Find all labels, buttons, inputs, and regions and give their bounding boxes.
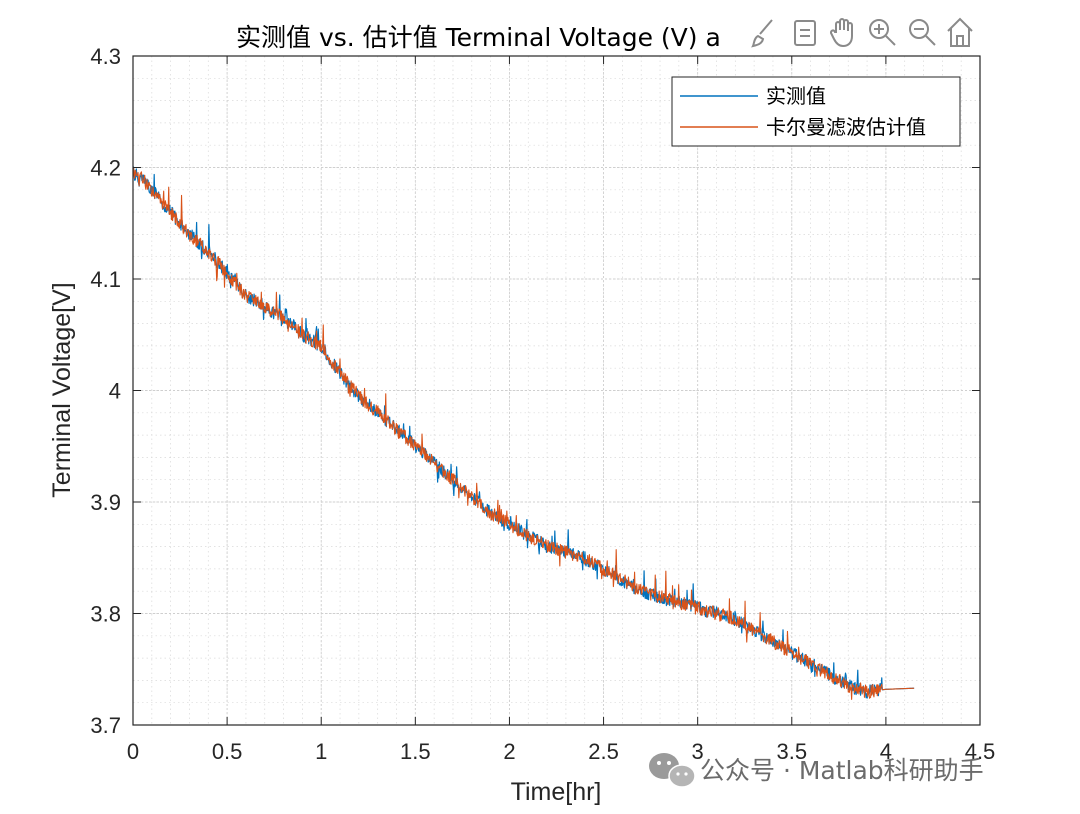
zoom-out-icon[interactable]	[909, 19, 936, 46]
legend-box	[671, 76, 961, 147]
y-tick-label: 4.2	[90, 156, 121, 181]
x-tick-label: 3	[692, 739, 704, 764]
y-tick-label: 4	[109, 379, 121, 404]
y-tick-label: 3.8	[90, 602, 121, 627]
chart-title: 实测值 vs. 估计值 Terminal Voltage (V) a	[236, 23, 721, 52]
watermark: 公众号 · Matlab科研助手	[649, 753, 984, 788]
x-tick-label: 4	[880, 739, 892, 764]
x-tick-label: 2	[503, 739, 515, 764]
x-tick-label: 1.5	[400, 739, 431, 764]
home-icon[interactable]	[947, 17, 973, 47]
y-tick-label: 4.3	[90, 44, 121, 69]
pan-icon[interactable]	[829, 18, 853, 48]
y-tick-label: 3.9	[90, 490, 121, 515]
x-tick-labels: 0 0.5 1 1.5 2 2.5 3 3.5 4 4.5	[127, 739, 995, 764]
y-tick-labels: 3.7 3.8 3.9 4 4.1 4.2 4.3	[90, 44, 121, 738]
brush-icon[interactable]	[751, 19, 773, 48]
series-layer	[132, 165, 915, 700]
wechat-icon	[649, 753, 696, 788]
toolbar-background	[742, 12, 980, 54]
y-tick-label: 4.1	[90, 267, 121, 292]
x-tick-label: 2.5	[588, 739, 619, 764]
export-icon[interactable]	[794, 20, 816, 46]
x-tick-label: 0.5	[212, 739, 243, 764]
x-tick-label: 3.5	[776, 739, 807, 764]
x-axis-label: Time[hr]	[511, 778, 602, 806]
watermark-text: 公众号 · Matlab科研助手	[700, 756, 984, 785]
axes-toolbar	[742, 12, 980, 54]
legend-label-measured: 实测值	[766, 84, 826, 108]
zoom-in-icon[interactable]	[869, 19, 896, 46]
x-tick-label: 0	[127, 739, 139, 764]
x-tick-label: 4.5	[965, 739, 996, 764]
y-axis-label: Terminal Voltage[V]	[48, 282, 76, 497]
series-line-1	[132, 167, 915, 700]
y-tick-label: 3.7	[90, 713, 121, 738]
legend: 实测值 卡尔曼滤波估计值	[671, 76, 961, 147]
x-tick-label: 1	[315, 739, 327, 764]
legend-label-estimated: 卡尔曼滤波估计值	[766, 115, 926, 139]
tick-marks	[132, 55, 981, 726]
